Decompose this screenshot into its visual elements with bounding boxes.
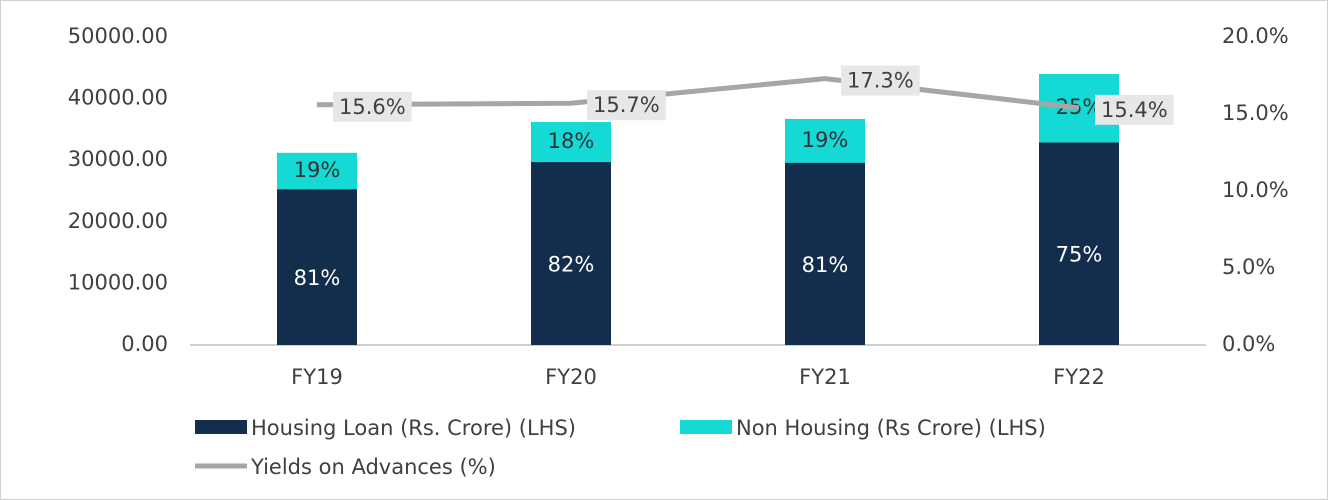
line-label-box bbox=[841, 65, 920, 96]
line-label: 17.3% bbox=[847, 69, 914, 93]
data-label: 19% bbox=[294, 158, 341, 182]
bar-segment bbox=[531, 122, 611, 163]
bar-segment bbox=[785, 162, 865, 345]
y2-tick-label: 5.0% bbox=[1222, 255, 1275, 279]
line-label: 15.4% bbox=[1101, 98, 1168, 122]
legend-swatch bbox=[680, 420, 732, 434]
bar-segment bbox=[1039, 142, 1119, 345]
y-tick-label: 40000.00 bbox=[68, 86, 168, 110]
data-label: 81% bbox=[802, 253, 849, 277]
data-label: 75% bbox=[1056, 243, 1103, 267]
line-label-box bbox=[1095, 94, 1174, 125]
y-tick-label: 20000.00 bbox=[68, 209, 168, 233]
legend-swatch bbox=[195, 420, 247, 434]
bar-segment bbox=[531, 162, 611, 345]
x-tick-label: FY22 bbox=[1053, 365, 1105, 389]
data-label: 18% bbox=[548, 129, 595, 153]
data-label: 82% bbox=[548, 253, 595, 277]
y2-tick-label: 15.0% bbox=[1222, 101, 1289, 125]
line-label: 15.7% bbox=[593, 93, 660, 117]
y2-tick-label: 20.0% bbox=[1222, 24, 1289, 48]
data-label: 81% bbox=[294, 266, 341, 290]
legend-label: Housing Loan (Rs. Crore) (LHS) bbox=[251, 416, 576, 440]
y-tick-label: 10000.00 bbox=[68, 270, 168, 294]
y2-tick-label: 0.0% bbox=[1222, 332, 1275, 356]
y2-tick-label: 10.0% bbox=[1222, 178, 1289, 202]
x-tick-label: FY20 bbox=[545, 365, 597, 389]
line-series bbox=[316, 76, 1080, 111]
legend-label: Non Housing (Rs Crore) (LHS) bbox=[736, 416, 1046, 440]
y-tick-label: 30000.00 bbox=[68, 147, 168, 171]
line-label: 15.6% bbox=[339, 95, 406, 119]
y-tick-label: 0.00 bbox=[121, 332, 168, 356]
x-tick-label: FY19 bbox=[291, 365, 343, 389]
line-label-box bbox=[587, 90, 666, 121]
line-label-box bbox=[333, 91, 412, 122]
legend-label: Yields on Advances (%) bbox=[250, 455, 496, 479]
bar-segment bbox=[277, 189, 357, 345]
data-label: 19% bbox=[802, 128, 849, 152]
bar-segment bbox=[785, 118, 865, 163]
bar-segment bbox=[277, 152, 357, 190]
y-tick-label: 50000.00 bbox=[68, 24, 168, 48]
x-tick-label: FY21 bbox=[799, 365, 851, 389]
